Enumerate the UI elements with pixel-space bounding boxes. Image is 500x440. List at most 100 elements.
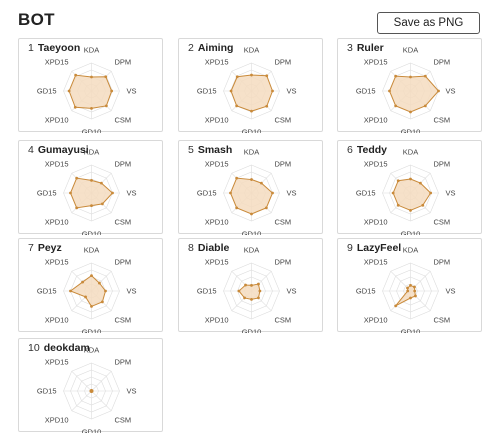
axis-label-csm: CSM (114, 218, 131, 227)
axis-label-kda: KDA (244, 246, 259, 255)
axis-label-xpd15: XPD15 (205, 58, 229, 67)
axis-label-csm: CSM (433, 316, 450, 325)
stat-point-gd15 (229, 191, 232, 195)
player-rank: 7 (28, 242, 34, 254)
player-rank: 5 (188, 144, 194, 156)
axis-label-gd10: GD10 (242, 230, 262, 235)
stat-point-dpm (419, 181, 422, 185)
stat-point-kda (90, 274, 93, 277)
stat-point-xpd10 (235, 206, 239, 210)
card-header: 7 Peyz (28, 242, 62, 254)
stat-point-xpd15 (394, 74, 398, 78)
stat-point-xpd15 (74, 73, 78, 77)
stat-point-kda (409, 284, 412, 287)
axis-label-csm: CSM (433, 218, 450, 227)
axis-label-gd15: GD15 (37, 387, 57, 396)
radar-chart: KDA DPM VS CSM GD10 XPD10 GD15 XPD15 (37, 246, 137, 333)
axis-label-gd10: GD10 (242, 328, 262, 333)
axis-label-dpm: DPM (114, 160, 131, 169)
stat-point-csm (414, 294, 417, 298)
stat-point-gd10 (250, 298, 253, 301)
stat-polygon (238, 283, 261, 300)
radar-chart: KDA DPM VS CSM GD10 XPD10 GD15 XPD15 (37, 148, 137, 235)
player-card-gumayusi: 4 Gumayusi KDA DPM VS CSM GD10 XPD10 GD15 XPD15 (18, 140, 163, 235)
player-name: Diable (197, 242, 230, 254)
spoke-dpm (91, 370, 112, 392)
header: BOT Save as PNG (0, 0, 500, 38)
axis-label-xpd15: XPD15 (45, 358, 69, 367)
stat-point-gd15 (391, 191, 395, 195)
axis-label-dpm: DPM (433, 160, 450, 169)
axis-label-gd15: GD15 (37, 189, 57, 198)
axis-label-kda: KDA (403, 46, 418, 55)
axis-label-dpm: DPM (433, 58, 450, 67)
player-card-smash: 5 Smash KDA DPM VS CSM GD10 XPD10 GD15 XPD15 (178, 140, 323, 235)
axis-label-vs: VS (446, 287, 456, 296)
stat-point-dpm (265, 74, 269, 78)
stat-point-gd10 (409, 208, 412, 212)
stat-point-gd15 (69, 289, 72, 293)
axis-label-xpd15: XPD15 (205, 160, 229, 169)
axis-label-dpm: DPM (114, 58, 131, 67)
axis-label-vs: VS (127, 387, 137, 396)
stat-point-gd10 (250, 109, 253, 113)
stat-point-xpd10 (235, 104, 239, 108)
stat-point-dpm (104, 75, 108, 79)
player-card-deokdam: 10 deokdam KDA DPM VS CSM GD10 XPD10 GD15 XPD15 (18, 338, 163, 433)
card-header: 2 Aiming (188, 42, 233, 54)
radar-chart: KDA DPM VS CSM GD10 XPD10 GD15 XPD15 (37, 346, 137, 433)
player-name: LazyFeel (356, 242, 402, 254)
stat-point-dpm (413, 285, 416, 289)
player-name: Ruler (356, 42, 384, 54)
axis-label-gd15: GD15 (356, 87, 376, 96)
axis-label-dpm: DPM (274, 58, 291, 67)
axis-label-xpd10: XPD10 (205, 316, 229, 325)
stat-point-dpm (423, 74, 427, 78)
stat-point-xpd15 (406, 286, 409, 290)
stat-point-csm (421, 203, 425, 207)
axis-label-kda: KDA (244, 46, 259, 55)
save-as-png-button[interactable]: Save as PNG (377, 12, 480, 34)
stat-point-kda (250, 284, 253, 287)
axis-label-vs: VS (287, 87, 297, 96)
player-name: Smash (197, 144, 233, 156)
axis-label-xpd10: XPD10 (205, 116, 229, 125)
stat-point-vs (110, 89, 114, 93)
axis-label-vs: VS (127, 287, 137, 296)
stat-point-gd15 (237, 289, 241, 293)
axis-label-dpm: DPM (114, 258, 131, 267)
stat-point-xpd10 (394, 304, 398, 308)
stat-point-xpd10 (84, 295, 87, 299)
axis-label-xpd10: XPD10 (45, 316, 69, 325)
axis-label-xpd10: XPD10 (364, 316, 388, 325)
card-header: 10 deokdam (28, 342, 90, 354)
stat-point-gd10 (90, 204, 93, 207)
axis-label-gd15: GD15 (356, 287, 376, 296)
axis-label-gd15: GD15 (197, 87, 217, 96)
stat-point-vs (271, 191, 274, 195)
card-header: 8 Diable (188, 242, 229, 254)
stat-point-csm (100, 202, 104, 206)
axis-label-gd15: GD15 (356, 189, 376, 198)
stat-point-csm (423, 104, 427, 108)
axis-label-vs: VS (127, 189, 137, 198)
axis-label-gd15: GD15 (197, 189, 217, 198)
axis-label-xpd15: XPD15 (45, 58, 69, 67)
axis-label-csm: CSM (114, 316, 131, 325)
radar-chart: KDA DPM VS CSM GD10 XPD10 GD15 XPD15 (37, 46, 137, 133)
stat-point-xpd10 (75, 206, 79, 210)
stat-point-kda (90, 179, 93, 182)
card-header: 6 Teddy (347, 144, 387, 156)
axis-label-gd10: GD10 (82, 230, 102, 235)
spoke-csm (91, 390, 112, 412)
stat-polygon (69, 177, 114, 209)
axis-label-kda: KDA (84, 148, 99, 157)
stat-point-xpd15 (75, 176, 79, 180)
player-name: Peyz (37, 242, 62, 254)
radar-chart: KDA DPM VS CSM GD10 XPD10 GD15 XPD15 (197, 246, 297, 333)
stat-point-xpd15 (235, 176, 239, 180)
axis-label-xpd15: XPD15 (205, 258, 229, 267)
stat-point-vs (413, 289, 417, 293)
stat-point-csm (257, 296, 260, 300)
